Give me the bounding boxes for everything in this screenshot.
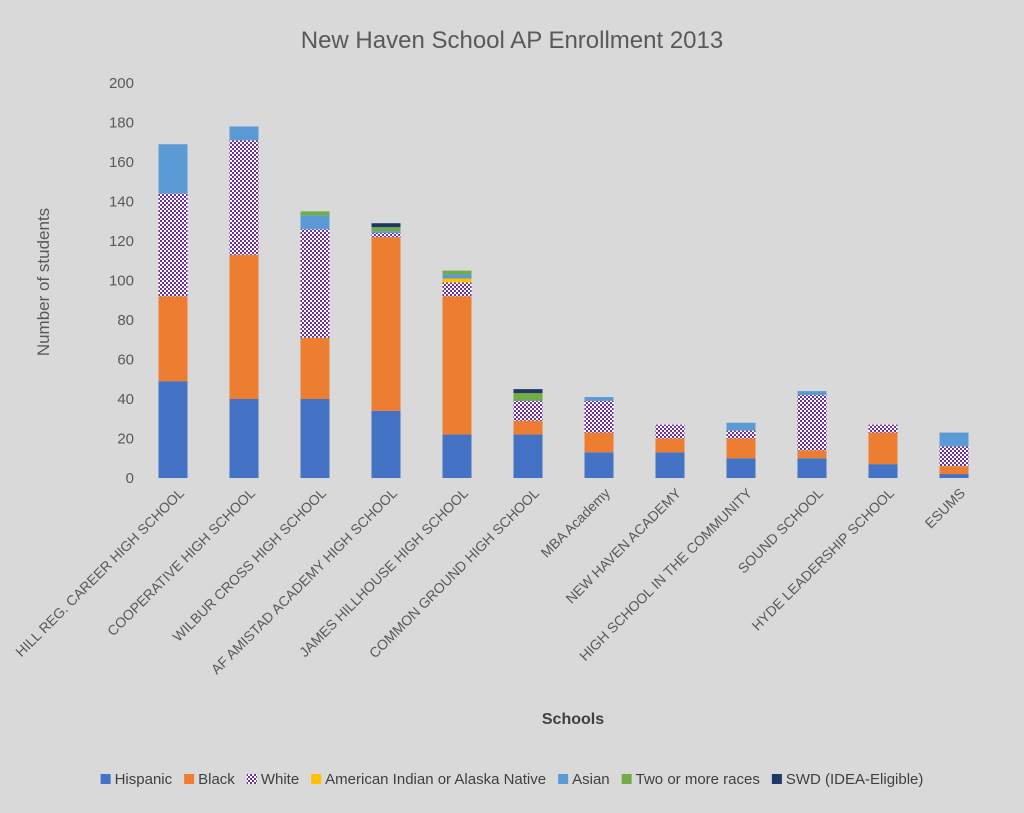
y-tick-label-20: 20 <box>117 431 134 448</box>
bar-asian-wilbur-cross-high-school <box>300 215 330 230</box>
legend-swatch-american-indian-or-alaska-native <box>311 774 322 784</box>
y-tick-label-100: 100 <box>109 273 134 290</box>
bar-white-james-hillhouse-high-school <box>442 282 472 297</box>
legend-swatch-asian <box>558 774 569 784</box>
legend-item-two-or-more-races: Two or more races <box>621 771 760 788</box>
bar-white-new-haven-academy <box>655 424 685 439</box>
bar-white-high-school-in-the-community <box>726 430 756 439</box>
legend-item-black: Black <box>184 771 235 788</box>
y-tick-label-180: 180 <box>109 115 134 132</box>
x-axis-title: Schools <box>542 711 604 728</box>
bar-black-james-hillhouse-high-school <box>442 296 472 435</box>
bar-black-wilbur-cross-high-school <box>300 337 330 399</box>
bar-hispanic-esums <box>939 474 969 478</box>
y-tick-label-0: 0 <box>126 470 134 487</box>
bar-black-new-haven-academy <box>655 438 685 453</box>
bar-black-mba-academy <box>584 432 614 453</box>
legend-item-swd-idea-eligible: SWD (IDEA-Eligible) <box>771 771 924 788</box>
bars-group <box>158 126 969 478</box>
bar-swd-idea-eligible-common-ground-high-school <box>513 389 543 394</box>
x-tick-label-esums: ESUMS <box>922 485 969 532</box>
bar-hispanic-hill-reg-career-high-school <box>158 381 188 478</box>
legend-label-black: Black <box>198 771 235 788</box>
bar-white-cooperative-high-school <box>229 140 259 255</box>
bar-white-esums <box>939 446 969 467</box>
bar-asian-mba-academy <box>584 397 614 401</box>
y-tick-label-60: 60 <box>117 352 134 369</box>
bar-hispanic-james-hillhouse-high-school <box>442 434 472 478</box>
bar-asian-cooperative-high-school <box>229 126 259 141</box>
bar-white-hyde-leadership-school <box>868 424 898 433</box>
bar-black-hill-reg-career-high-school <box>158 296 188 382</box>
bar-white-mba-academy <box>584 400 614 433</box>
y-axis-title: Number of students <box>34 208 53 356</box>
legend-swatch-two-or-more-races <box>621 774 632 784</box>
legend-label-american-indian-or-alaska-native: American Indian or Alaska Native <box>325 771 546 788</box>
y-tick-label-160: 160 <box>109 154 134 171</box>
legend-item-asian: Asian <box>558 771 610 788</box>
bar-hispanic-wilbur-cross-high-school <box>300 399 330 478</box>
bar-american-indian-or-alaska-native-james-hillhouse-high-school <box>442 278 472 283</box>
bar-white-af-amistad-academy-high-school <box>371 233 401 238</box>
bar-hispanic-hyde-leadership-school <box>868 464 898 478</box>
x-tick-label-hyde-leadership-school: HYDE LEADERSHIP SCHOOL <box>748 485 897 634</box>
bar-white-sound-school <box>797 395 827 451</box>
bar-hispanic-af-amistad-academy-high-school <box>371 410 401 478</box>
legend: Hispanic Black White American Indian or Ala… <box>100 771 924 788</box>
bar-asian-sound-school <box>797 391 827 396</box>
bar-black-high-school-in-the-community <box>726 438 756 459</box>
bar-black-af-amistad-academy-high-school <box>371 237 401 411</box>
bar-hispanic-common-ground-high-school <box>513 434 543 478</box>
bar-asian-af-amistad-academy-high-school <box>371 231 401 234</box>
legend-swatch-swd-idea-eligible <box>771 774 782 784</box>
bar-hispanic-high-school-in-the-community <box>726 458 756 478</box>
y-tick-label-80: 80 <box>117 312 134 329</box>
bar-two-or-more-races-wilbur-cross-high-school <box>300 211 330 216</box>
bar-asian-hill-reg-career-high-school <box>158 144 188 194</box>
x-tick-label-mba-academy: MBA Academy <box>537 485 613 561</box>
bar-black-esums <box>939 466 969 475</box>
bar-hispanic-cooperative-high-school <box>229 399 259 478</box>
bar-asian-james-hillhouse-high-school <box>442 274 472 279</box>
bar-hispanic-mba-academy <box>584 452 614 478</box>
bar-two-or-more-races-af-amistad-academy-high-school <box>371 227 401 232</box>
legend-item-white: White <box>246 771 299 788</box>
y-tick-label-140: 140 <box>109 194 134 211</box>
legend-swatch-white <box>246 774 257 784</box>
x-tick-label-new-haven-academy: NEW HAVEN ACADEMY <box>562 484 684 606</box>
chart-title: New Haven School AP Enrollment 2013 <box>301 27 723 54</box>
legend-label-swd-idea-eligible: SWD (IDEA-Eligible) <box>786 771 924 788</box>
legend-label-hispanic: Hispanic <box>115 771 173 788</box>
bar-black-cooperative-high-school <box>229 254 259 399</box>
bar-two-or-more-races-james-hillhouse-high-school <box>442 270 472 275</box>
bar-white-wilbur-cross-high-school <box>300 229 330 338</box>
bar-asian-high-school-in-the-community <box>726 422 756 431</box>
legend-label-two-or-more-races: Two or more races <box>636 771 760 788</box>
bar-white-hill-reg-career-high-school <box>158 193 188 297</box>
bar-black-hyde-leadership-school <box>868 432 898 465</box>
legend-swatch-black <box>184 774 195 784</box>
legend-item-american-indian-or-alaska-native: American Indian or Alaska Native <box>311 771 546 788</box>
x-axis-labels: HILL REG. CAREER HIGH SCHOOLCOOPERATIVE … <box>12 484 968 677</box>
bar-swd-idea-eligible-af-amistad-academy-high-school <box>371 223 401 228</box>
y-axis-ticks: 0 20 40 60 80 100 120 140 160 180 200 <box>109 75 134 487</box>
bar-white-common-ground-high-school <box>513 400 543 421</box>
y-tick-label-40: 40 <box>117 391 134 408</box>
bar-hispanic-sound-school <box>797 458 827 478</box>
legend-label-asian: Asian <box>572 771 610 788</box>
bar-black-common-ground-high-school <box>513 420 543 435</box>
x-tick-label-cooperative-high-school: COOPERATIVE HIGH SCHOOL <box>104 485 258 639</box>
x-tick-label-wilbur-cross-high-school: WILBUR CROSS HIGH SCHOOL <box>169 485 329 645</box>
bar-black-sound-school <box>797 450 827 459</box>
bar-asian-esums <box>939 432 969 447</box>
y-tick-label-120: 120 <box>109 233 134 250</box>
bar-two-or-more-races-common-ground-high-school <box>513 393 543 401</box>
bar-hispanic-new-haven-academy <box>655 452 685 478</box>
legend-item-hispanic: Hispanic <box>100 771 173 788</box>
y-tick-label-200: 200 <box>109 75 134 92</box>
legend-label-white: White <box>261 771 299 788</box>
legend-swatch-hispanic <box>100 774 111 784</box>
